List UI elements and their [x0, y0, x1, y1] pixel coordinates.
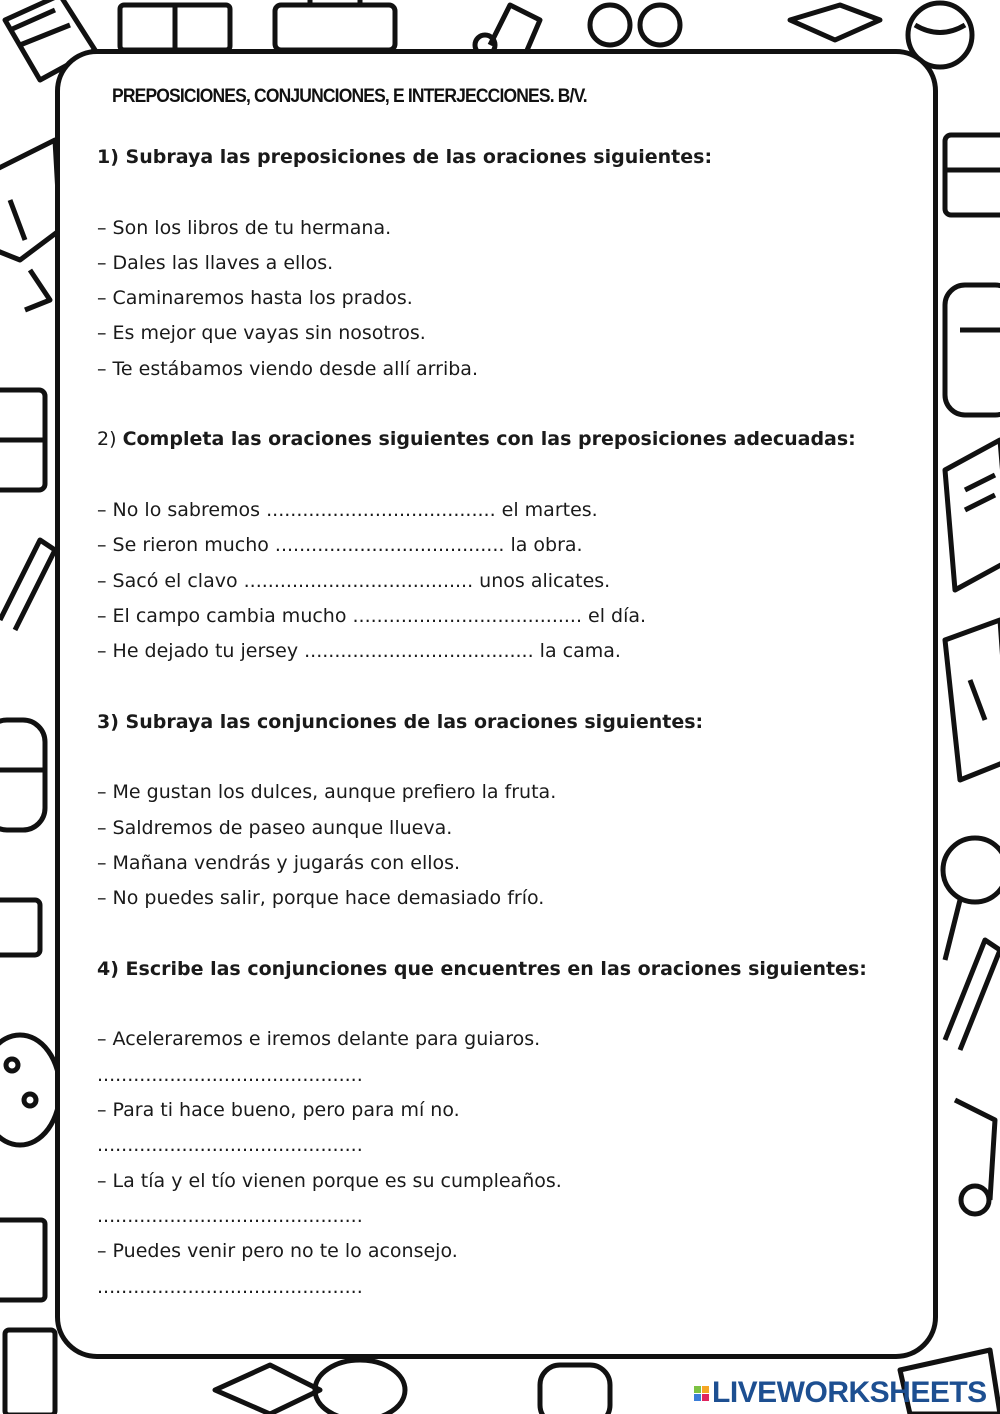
book-icon	[117, 2, 233, 53]
backpack-icon-right	[942, 282, 1000, 418]
section-2: 2) Completa las oraciones siguientes con…	[97, 422, 917, 704]
list-item: – He dejado tu jersey ..................…	[97, 640, 621, 663]
backpack-icon-bottom	[537, 1362, 613, 1414]
list-item: – Te estábamos viendo desde allí arriba.	[97, 357, 478, 380]
list-item: – Sacó el clavo ........................…	[97, 569, 611, 592]
list-item: – Aceleraremos e iremos delante para gui…	[97, 1028, 541, 1051]
section-number: 4)	[97, 957, 119, 980]
answer-line[interactable]: ........................................…	[97, 1275, 363, 1298]
briefcase-icon-right	[942, 132, 1000, 218]
palette-icon-left	[0, 1032, 63, 1148]
worksheet-content: 1) Subraya las preposiciones de las orac…	[97, 140, 917, 1305]
answer-line[interactable]: ........................................…	[97, 1134, 363, 1157]
list-item: – No lo sabremos .......................…	[97, 498, 598, 521]
section-heading-text: Escribe las conjunciones que encuentres …	[125, 957, 867, 980]
music-note-icon-right	[953, 1097, 998, 1217]
list-item: – El campo cambia mucho ................…	[97, 604, 647, 627]
list-item: – La tía y el tío vienen porque es su cu…	[97, 1169, 562, 1192]
logo-squares-icon	[694, 1385, 709, 1401]
music-note-icon	[472, 2, 543, 58]
chalkboard-icon-left	[0, 1217, 48, 1303]
section-heading-text: Subraya las conjunciones de las oracione…	[125, 710, 704, 733]
section-heading-text: Completa las oraciones siguientes con la…	[122, 428, 856, 451]
answer-line[interactable]: ........................................…	[97, 1063, 363, 1086]
graduation-cap-icon	[787, 2, 883, 43]
backpack-icon-left	[0, 717, 48, 833]
abc-sheet-icon	[2, 1327, 58, 1414]
liveworksheets-logo: LIVEWORKSHEETS	[694, 1376, 987, 1410]
worksheet-panel	[55, 49, 938, 1359]
section-heading: 1) Subraya las preposiciones de las orac…	[97, 140, 917, 175]
section-3: 3) Subraya las conjunciones de las oraci…	[97, 705, 917, 952]
trophy-icon-right	[942, 617, 1000, 783]
list-item: – Es mejor que vayas sin nosotros.	[97, 322, 426, 345]
book-icon-right	[942, 437, 1000, 593]
answer-line[interactable]: ........................................…	[97, 1204, 363, 1227]
graduation-cap-icon-bottom	[212, 1362, 323, 1414]
binoculars-icon	[587, 2, 683, 48]
list-item: – Dales las llaves a ellos.	[97, 251, 334, 274]
list-item: – Puedes venir pero no te lo aconsejo.	[97, 1240, 458, 1263]
list-item: – Caminaremos hasta los prados.	[97, 287, 413, 310]
globe-icon	[905, 0, 975, 70]
section-heading: 2) Completa las oraciones siguientes con…	[97, 422, 917, 457]
section-heading-text: Subraya las preposiciones de las oracion…	[125, 146, 713, 168]
list-item: – Se rieron mucho ......................…	[97, 534, 583, 557]
trophy-icon	[0, 137, 63, 313]
list-item: – Me gustan los dulces, aunque prefiero …	[97, 781, 557, 804]
worksheet-title: PREPOSICIONES, CONJUNCIONES, E INTERJECC…	[112, 86, 588, 107]
section-4: 4) Escribe las conjunciones que encuentr…	[97, 952, 917, 1305]
hair-dryer-icon-right	[940, 835, 1000, 961]
list-item: – Saldremos de paseo aunque llueva.	[97, 816, 453, 839]
suitcase-icon-left	[0, 387, 48, 493]
list-item: – No puedes salir, porque hace demasiado…	[97, 887, 545, 910]
pencil-icon-left	[0, 537, 58, 632]
section-heading: 4) Escribe las conjunciones que encuentr…	[97, 952, 917, 987]
palette-icon-bottom	[312, 1357, 408, 1414]
section-number: 3)	[97, 710, 119, 733]
glue-icon-left	[0, 897, 43, 958]
list-item: – Para ti hace bueno, pero para mí no.	[97, 1099, 460, 1122]
section-heading: 3) Subraya las conjunciones de las oraci…	[97, 705, 917, 740]
section-number: 1)	[97, 146, 119, 168]
list-item: – Mañana vendrás y jugarás con ellos.	[97, 851, 461, 874]
notebook-icon-bottom	[897, 1347, 1000, 1414]
section-1: 1) Subraya las preposiciones de las orac…	[97, 140, 917, 422]
pencil-icon-right	[942, 937, 1000, 1051]
section-number: 2)	[97, 428, 117, 451]
briefcase-icon	[272, 0, 398, 53]
list-item: – Son los libros de tu hermana.	[97, 216, 392, 239]
logo-text: LIVEWORKSHEETS	[712, 1376, 987, 1409]
